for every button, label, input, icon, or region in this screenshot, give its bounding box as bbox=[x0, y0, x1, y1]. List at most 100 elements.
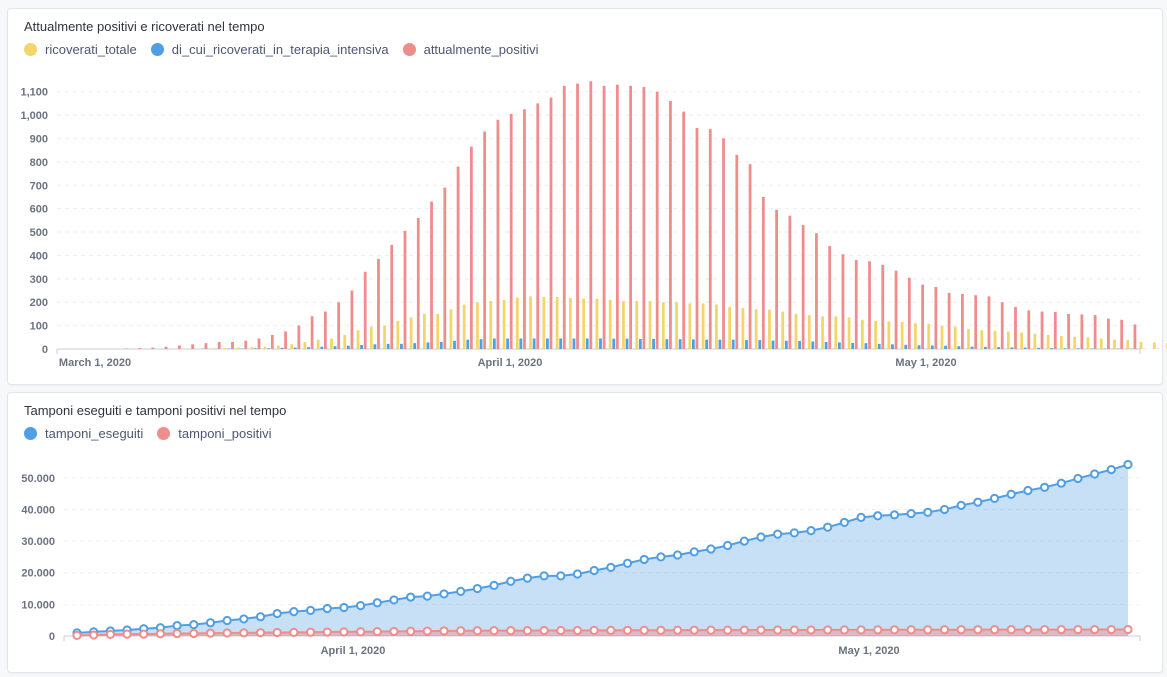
bar-attualmente_positivi[interactable] bbox=[1014, 306, 1017, 349]
bar-ricoverati_totale[interactable] bbox=[1073, 336, 1077, 349]
bar-di_cui_ricoverati_in_terapia_intensiva[interactable] bbox=[625, 338, 629, 349]
point-tamponi_eseguiti[interactable] bbox=[939, 504, 950, 515]
point-tamponi_eseguiti[interactable] bbox=[989, 493, 1000, 503]
bar-attualmente_positivi[interactable] bbox=[403, 230, 407, 349]
bar-ricoverati_totale[interactable] bbox=[781, 311, 785, 349]
bar-ricoverati_totale[interactable] bbox=[741, 308, 745, 349]
bar-ricoverati_totale[interactable] bbox=[648, 301, 652, 349]
bar-ricoverati_totale[interactable] bbox=[303, 341, 307, 349]
bar-attualmente_positivi[interactable] bbox=[815, 233, 818, 349]
legend-item-tamponi-positivi[interactable]: tamponi_positivi bbox=[157, 426, 272, 441]
bar-di_cui_ricoverati_in_terapia_intensiva[interactable] bbox=[652, 338, 655, 349]
bar-ricoverati_totale[interactable] bbox=[993, 330, 997, 349]
point-tamponi_positivi[interactable] bbox=[72, 630, 82, 640]
bar-attualmente_positivi[interactable] bbox=[1120, 319, 1124, 349]
point-tamponi_positivi[interactable] bbox=[1056, 624, 1066, 635]
point-tamponi_eseguiti[interactable] bbox=[406, 592, 416, 602]
point-tamponi_positivi[interactable] bbox=[1039, 625, 1050, 635]
bar-attualmente_positivi[interactable] bbox=[496, 119, 500, 349]
bar-attualmente_positivi[interactable] bbox=[881, 264, 885, 349]
point-tamponi_positivi[interactable] bbox=[506, 626, 516, 636]
point-tamponi_eseguiti[interactable] bbox=[756, 532, 766, 542]
bar-di_cui_ricoverati_in_terapia_intensiva[interactable] bbox=[784, 340, 788, 349]
point-tamponi_eseguiti[interactable] bbox=[289, 607, 299, 617]
bar-ricoverati_totale[interactable] bbox=[383, 325, 386, 349]
point-tamponi_positivi[interactable] bbox=[155, 629, 166, 639]
bar-ricoverati_totale[interactable] bbox=[1139, 341, 1143, 349]
point-tamponi_eseguiti[interactable] bbox=[339, 602, 349, 613]
bar-ricoverati_totale[interactable] bbox=[1099, 338, 1103, 349]
point-tamponi_positivi[interactable] bbox=[789, 625, 799, 635]
point-tamponi_positivi[interactable] bbox=[439, 626, 449, 636]
bar-ricoverati_totale[interactable] bbox=[807, 315, 811, 349]
point-tamponi_positivi[interactable] bbox=[255, 628, 266, 638]
bar-di_cui_ricoverati_in_terapia_intensiva[interactable] bbox=[426, 342, 430, 349]
bar-di_cui_ricoverati_in_terapia_intensiva[interactable] bbox=[479, 339, 483, 349]
bar-ricoverati_totale[interactable] bbox=[1086, 337, 1090, 349]
point-tamponi_eseguiti[interactable] bbox=[873, 511, 883, 521]
bar-attualmente_positivi[interactable] bbox=[841, 254, 845, 349]
bar-di_cui_ricoverati_in_terapia_intensiva[interactable] bbox=[771, 340, 775, 349]
point-tamponi_positivi[interactable] bbox=[689, 625, 699, 635]
point-tamponi_eseguiti[interactable] bbox=[656, 552, 666, 562]
point-tamponi_eseguiti[interactable] bbox=[923, 507, 933, 517]
bar-attualmente_positivi[interactable] bbox=[1093, 315, 1097, 349]
bar-ricoverati_totale[interactable] bbox=[714, 304, 718, 349]
bar-attualmente_positivi[interactable] bbox=[138, 348, 141, 349]
bar-di_cui_ricoverati_in_terapia_intensiva[interactable] bbox=[333, 346, 337, 349]
bar-attualmente_positivi[interactable] bbox=[284, 331, 287, 349]
bar-attualmente_positivi[interactable] bbox=[536, 103, 540, 350]
bar-attualmente_positivi[interactable] bbox=[469, 146, 473, 349]
bar-ricoverati_totale[interactable] bbox=[396, 320, 400, 349]
point-tamponi_positivi[interactable] bbox=[406, 626, 416, 636]
bar-attualmente_positivi[interactable] bbox=[669, 101, 672, 349]
legend-item-tamponi-eseguiti[interactable]: tamponi_eseguiti bbox=[24, 426, 143, 441]
bar-attualmente_positivi[interactable] bbox=[377, 258, 380, 349]
bar-ricoverati_totale[interactable] bbox=[608, 299, 612, 349]
bar-ricoverati_totale[interactable] bbox=[515, 297, 519, 349]
bar-attualmente_positivi[interactable] bbox=[178, 345, 181, 349]
point-tamponi_eseguiti[interactable] bbox=[589, 565, 599, 576]
bar-attualmente_positivi[interactable] bbox=[695, 127, 699, 349]
bar-ricoverati_totale[interactable] bbox=[462, 304, 466, 349]
bar-ricoverati_totale[interactable] bbox=[1033, 333, 1037, 349]
bar-attualmente_positivi[interactable] bbox=[231, 341, 234, 349]
point-tamponi_positivi[interactable] bbox=[472, 626, 482, 636]
bar-attualmente_positivi[interactable] bbox=[1067, 313, 1070, 349]
bar-attualmente_positivi[interactable] bbox=[655, 91, 659, 350]
bar-attualmente_positivi[interactable] bbox=[191, 344, 195, 349]
bar-attualmente_positivi[interactable] bbox=[735, 154, 739, 349]
point-tamponi_positivi[interactable] bbox=[672, 625, 683, 635]
bar-ricoverati_totale[interactable] bbox=[263, 346, 267, 349]
point-tamponi_positivi[interactable] bbox=[189, 628, 199, 639]
point-tamponi_eseguiti[interactable] bbox=[572, 569, 583, 579]
point-tamponi_eseguiti[interactable] bbox=[606, 562, 616, 572]
bar-di_cui_ricoverati_in_terapia_intensiva[interactable] bbox=[307, 347, 310, 349]
point-tamponi_positivi[interactable] bbox=[956, 625, 966, 635]
bar-attualmente_positivi[interactable] bbox=[270, 334, 274, 349]
point-tamponi_positivi[interactable] bbox=[806, 625, 816, 635]
bar-di_cui_ricoverati_in_terapia_intensiva[interactable] bbox=[705, 339, 709, 349]
bar-attualmente_positivi[interactable] bbox=[363, 271, 367, 349]
bar-ricoverati_totale[interactable] bbox=[568, 298, 572, 349]
bar-attualmente_positivi[interactable] bbox=[350, 290, 354, 349]
point-tamponi_positivi[interactable] bbox=[773, 625, 783, 635]
bar-ricoverati_totale[interactable] bbox=[914, 323, 917, 349]
bar-ricoverati_totale[interactable] bbox=[860, 319, 864, 349]
bar-di_cui_ricoverati_in_terapia_intensiva[interactable] bbox=[718, 339, 722, 349]
bar-attualmente_positivi[interactable] bbox=[1040, 311, 1044, 349]
point-tamponi_positivi[interactable] bbox=[372, 626, 382, 637]
chart-title[interactable]: Tamponi eseguiti e tamponi positivi nel … bbox=[24, 403, 287, 418]
bar-attualmente_positivi[interactable] bbox=[390, 244, 394, 349]
point-tamponi_eseguiti[interactable] bbox=[389, 595, 399, 605]
point-tamponi_positivi[interactable] bbox=[756, 625, 766, 635]
bar-attualmente_positivi[interactable] bbox=[1053, 312, 1057, 349]
point-tamponi_eseguiti[interactable] bbox=[255, 612, 266, 622]
point-tamponi_eseguiti[interactable] bbox=[823, 522, 833, 532]
bar-attualmente_positivi[interactable] bbox=[775, 209, 779, 349]
point-tamponi_positivi[interactable] bbox=[105, 629, 115, 640]
point-tamponi_positivi[interactable] bbox=[989, 625, 1000, 635]
bar-ricoverati_totale[interactable] bbox=[529, 296, 532, 349]
bar-di_cui_ricoverati_in_terapia_intensiva[interactable] bbox=[944, 345, 947, 349]
bar-attualmente_positivi[interactable] bbox=[456, 166, 460, 349]
